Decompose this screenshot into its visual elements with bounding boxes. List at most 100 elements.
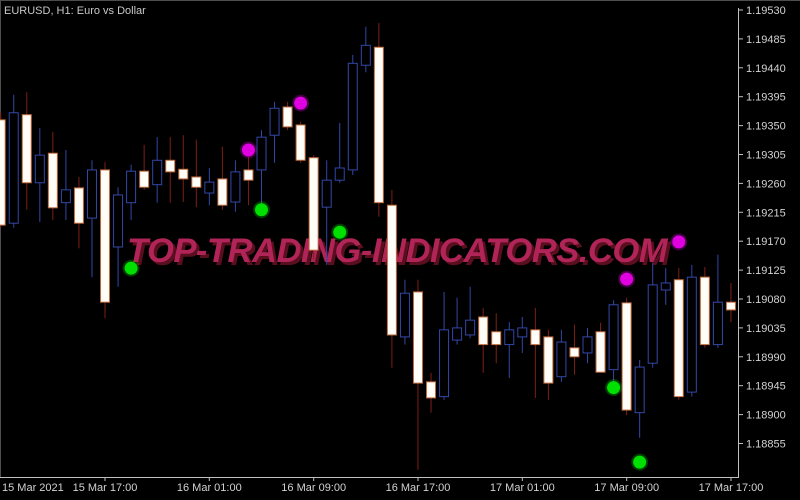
candle-body [47,152,58,209]
candle-body [452,327,463,341]
candle-body [73,187,84,224]
candle-body [491,331,502,346]
candle-body [634,366,645,414]
buy-signal-dot [255,203,268,217]
candle-body [334,167,345,181]
candle-body [126,170,137,204]
time-label: 15 Mar 17:00 [73,482,138,494]
price-label: 1.19440 [746,63,786,75]
price-label: 1.19260 [746,178,786,190]
candle-body [21,114,32,184]
candle-body [139,170,150,188]
candle-body [699,276,710,346]
candle-body [621,302,632,411]
watermark: TOP-TRADING-INDICATORS.COM TOP-TRADING-I… [127,232,672,273]
candle-body [517,327,528,338]
buy-signal-dot [633,455,647,469]
candle-body [295,124,306,161]
candle-body [712,301,723,346]
candles-layer [0,22,736,470]
axes-layer: 1.19530 1.19485 1.19440 1.19395 1.19350 1.193… [0,5,786,494]
candle-body [360,44,371,66]
price-label: 1.19395 [746,92,786,104]
candle-body [595,331,606,373]
candle-body [543,336,554,384]
watermark-text: TOP-TRADING-INDICATORS.COM [127,232,668,270]
candle-body [308,157,319,251]
candle-body [321,179,332,208]
candle-body [530,329,541,346]
candle-body [86,169,97,219]
price-label: 1.19215 [746,207,786,219]
candle-body [582,336,593,354]
candle-body [100,169,111,303]
chart-title: EURUSD, H1: Euro vs Dollar [4,5,146,17]
candle-body [465,319,476,336]
sell-signal-dot [620,272,634,286]
candle-body [256,136,267,171]
price-label: 1.18945 [746,381,786,393]
price-label: 1.19080 [746,294,786,306]
candle-body [373,46,384,204]
price-label: 1.19485 [746,34,786,46]
buy-signal-dot [124,261,138,275]
candle-body [178,168,189,180]
candle-body [399,292,410,338]
candle-body [217,178,228,206]
sell-signal-dot [672,235,686,249]
price-label: 1.19170 [746,236,786,248]
candle-body [725,301,736,311]
candle-body [439,329,450,398]
candle-body [673,279,684,398]
time-label: 17 Mar 01:00 [490,482,555,494]
sell-signal-dot [294,96,308,110]
watermark-shadow-text: TOP-TRADING-INDICATORS.COM [130,235,671,273]
candle-body [230,171,241,203]
price-label: 1.19035 [746,323,786,335]
price-label: 1.19125 [746,265,786,277]
candle-body [8,112,19,224]
sell-signal-dot [241,143,255,157]
candle-body [569,347,580,358]
candle-body [412,291,423,384]
price-label: 1.19305 [746,149,786,161]
candle-body [282,106,293,128]
price-label: 1.18855 [746,438,786,450]
time-label: 17 Mar 17:00 [699,482,764,494]
candle-body [608,304,619,371]
price-label: 1.18900 [746,410,786,422]
candle-body [686,276,697,393]
candle-body [0,119,6,226]
chart-frame [0,0,800,477]
candle-body [165,159,176,173]
price-label: 1.19350 [746,121,786,133]
candle-body [60,189,71,204]
candle-body [269,107,280,136]
signal-dots-layer [122,94,688,471]
time-label: 16 Mar 09:00 [281,482,346,494]
candle-body [152,159,163,186]
price-label: 1.18990 [746,352,786,364]
time-label: 16 Mar 17:00 [386,482,451,494]
candle-body [191,176,202,188]
candle-body [204,181,215,194]
time-label: 15 Mar 2021 [2,482,64,494]
candle-body [113,194,124,248]
candle-body [243,169,254,181]
candle-body [660,282,671,291]
buy-signal-dot [607,381,621,395]
time-label: 17 Mar 09:00 [594,482,659,494]
candle-body [504,329,515,346]
buy-signal-dot [333,225,347,239]
price-label: 1.19530 [746,5,786,17]
candle-body [34,154,45,184]
candle-body [386,204,397,336]
candle-body [556,341,567,378]
time-label: 16 Mar 01:00 [177,482,242,494]
candle-body [347,62,358,171]
candle-body [647,284,658,364]
candle-body [478,316,489,346]
candle-body [426,381,437,399]
